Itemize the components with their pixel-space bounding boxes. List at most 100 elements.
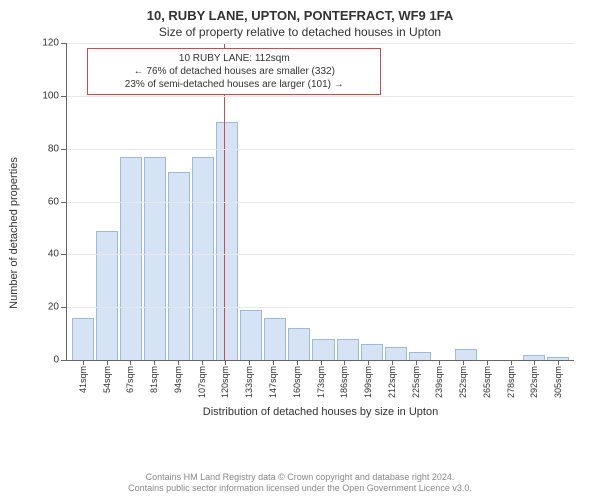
y-tick: [61, 307, 67, 308]
x-tick-mark: [558, 360, 559, 365]
x-axis-label: Distribution of detached houses by size …: [67, 406, 574, 418]
y-tick-label: 20: [48, 302, 59, 313]
x-tick-mark: [321, 360, 322, 365]
bar: [72, 318, 94, 360]
x-tick: 147sqm: [262, 360, 284, 408]
x-tick: 278sqm: [500, 360, 522, 408]
bar: [385, 347, 407, 360]
x-tick-label: 107sqm: [197, 366, 207, 398]
x-tick: 305sqm: [547, 360, 569, 408]
x-tick-mark: [273, 360, 274, 365]
attribution-line1: Contains HM Land Registry data © Crown c…: [0, 472, 600, 483]
x-tick-label: 81sqm: [149, 366, 159, 393]
title-main: 10, RUBY LANE, UPTON, PONTEFRACT, WF9 1F…: [10, 8, 590, 23]
x-tick-mark: [83, 360, 84, 365]
grid-line: [67, 202, 574, 203]
x-tick: 67sqm: [120, 360, 142, 408]
x-tick: 252sqm: [452, 360, 474, 408]
annotation-box: 10 RUBY LANE: 112sqm ← 76% of detached h…: [87, 48, 381, 95]
y-tick-label: 40: [48, 249, 59, 260]
attribution: Contains HM Land Registry data © Crown c…: [0, 472, 600, 495]
x-tick-label: 120sqm: [220, 366, 230, 398]
grid-line: [67, 149, 574, 150]
x-tick-mark: [534, 360, 535, 365]
x-tick-label: 67sqm: [125, 366, 135, 393]
annotation-line3: 23% of semi-detached houses are larger (…: [94, 78, 374, 91]
x-tick: 212sqm: [381, 360, 403, 408]
y-tick: [61, 360, 67, 361]
annotation-title: 10 RUBY LANE: 112sqm: [94, 52, 374, 65]
y-tick: [61, 96, 67, 97]
bar: [361, 344, 383, 360]
x-tick: 81sqm: [143, 360, 165, 408]
y-tick: [61, 254, 67, 255]
bar: [120, 157, 142, 360]
x-tick: 186sqm: [333, 360, 355, 408]
title-sub: Size of property relative to detached ho…: [10, 25, 590, 39]
y-tick: [61, 202, 67, 203]
bar: [409, 352, 431, 360]
x-tick-label: 305sqm: [553, 366, 563, 398]
x-tick-label: 147sqm: [268, 366, 278, 398]
plot-region: 41sqm54sqm67sqm81sqm94sqm107sqm120sqm133…: [66, 43, 574, 361]
bar: [455, 349, 477, 360]
x-tick-mark: [202, 360, 203, 365]
grid-line: [67, 96, 574, 97]
annotation-line2: ← 76% of detached houses are smaller (33…: [94, 65, 374, 78]
x-tick-mark: [225, 360, 226, 365]
x-tick-mark: [511, 360, 512, 365]
bar: [192, 157, 214, 360]
x-tick-label: 278sqm: [506, 366, 516, 398]
x-tick-mark: [439, 360, 440, 365]
x-tick-mark: [416, 360, 417, 365]
y-tick-label: 120: [42, 38, 59, 49]
x-tick-label: 212sqm: [387, 366, 397, 398]
x-tick-label: 252sqm: [458, 366, 468, 398]
x-tick: 173sqm: [310, 360, 332, 408]
x-tick: 225sqm: [405, 360, 427, 408]
x-tick: 133sqm: [238, 360, 260, 408]
x-tick-mark: [107, 360, 108, 365]
bar: [264, 318, 286, 360]
chart-area: Number of detached properties 41sqm54sqm…: [24, 43, 584, 423]
y-axis-label: Number of detached properties: [8, 157, 20, 309]
x-tick-label: 54sqm: [102, 366, 112, 393]
x-tick: 54sqm: [96, 360, 118, 408]
x-tick: 265sqm: [476, 360, 498, 408]
x-tick-label: 239sqm: [434, 366, 444, 398]
bar: [240, 310, 262, 360]
chart-container: 10, RUBY LANE, UPTON, PONTEFRACT, WF9 1F…: [0, 0, 600, 500]
x-tick-label: 94sqm: [173, 366, 183, 393]
y-tick-label: 80: [48, 143, 59, 154]
x-tick-mark: [368, 360, 369, 365]
x-tick-mark: [344, 360, 345, 365]
x-tick: 107sqm: [191, 360, 213, 408]
x-tick-mark: [463, 360, 464, 365]
x-ticks-group: 41sqm 54sqm 67sqm 81sqm 94sqm 107sqm 120sqm 133…: [67, 360, 574, 408]
grid-line: [67, 307, 574, 308]
attribution-line2: Contains public sector information licen…: [0, 483, 600, 494]
x-tick-label: 173sqm: [316, 366, 326, 398]
x-tick-mark: [178, 360, 179, 365]
grid-line: [67, 254, 574, 255]
x-tick-label: 186sqm: [339, 366, 349, 398]
y-tick: [61, 43, 67, 44]
x-tick: 41sqm: [72, 360, 94, 408]
x-tick: 120sqm: [215, 360, 237, 408]
x-tick-mark: [154, 360, 155, 365]
y-tick: [61, 149, 67, 150]
x-tick: 239sqm: [428, 360, 450, 408]
bar: [337, 339, 359, 360]
x-tick-mark: [130, 360, 131, 365]
bar: [312, 339, 334, 360]
x-tick: 292sqm: [524, 360, 546, 408]
x-tick-label: 133sqm: [244, 366, 254, 398]
x-tick: 94sqm: [167, 360, 189, 408]
x-tick-label: 160sqm: [292, 366, 302, 398]
bar: [144, 157, 166, 360]
x-tick-label: 265sqm: [482, 366, 492, 398]
y-tick-label: 60: [48, 196, 59, 207]
x-tick-label: 199sqm: [363, 366, 373, 398]
bar: [216, 122, 238, 360]
x-tick: 160sqm: [286, 360, 308, 408]
